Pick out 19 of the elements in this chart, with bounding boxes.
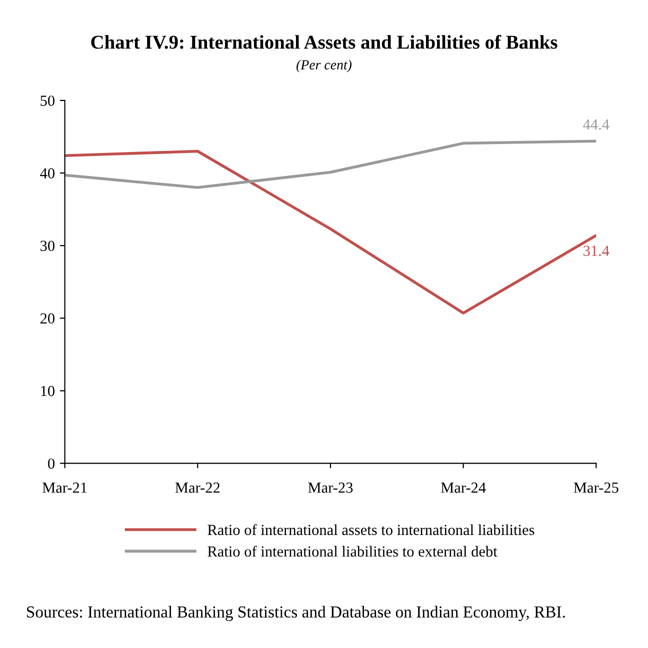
x-tick-label: Mar-22 xyxy=(175,482,220,493)
x-tick-label: Mar-23 xyxy=(308,482,353,493)
y-tick-label: 10 xyxy=(41,386,54,396)
y-tick-label: 0 xyxy=(48,458,54,469)
x-tick-label: Mar-25 xyxy=(574,482,618,493)
data-label: 31.4 xyxy=(584,246,610,256)
chart-title: Chart IV.9: International Assets and Liabilities of Banks xyxy=(91,34,558,49)
chart-subtitle: (Per cent) xyxy=(296,60,352,72)
y-tick-label: 50 xyxy=(40,96,54,106)
data-label: 44.4 xyxy=(583,119,610,130)
legend-label: Ratio of international liabilities to external debt xyxy=(208,546,498,557)
y-tick-label: 30 xyxy=(40,240,54,252)
line-series xyxy=(64,140,596,189)
legend-label: Ratio of international assets to international liabilities xyxy=(208,524,534,536)
x-tick-label: Mar-24 xyxy=(441,482,486,493)
y-tick-label: 40 xyxy=(40,168,54,178)
y-tick-label: 20 xyxy=(40,313,54,324)
source-note: Sources: International Banking Statistics and Database on Indian Economy, RBI. xyxy=(27,606,565,622)
x-tick-label: Mar-21 xyxy=(42,482,87,493)
